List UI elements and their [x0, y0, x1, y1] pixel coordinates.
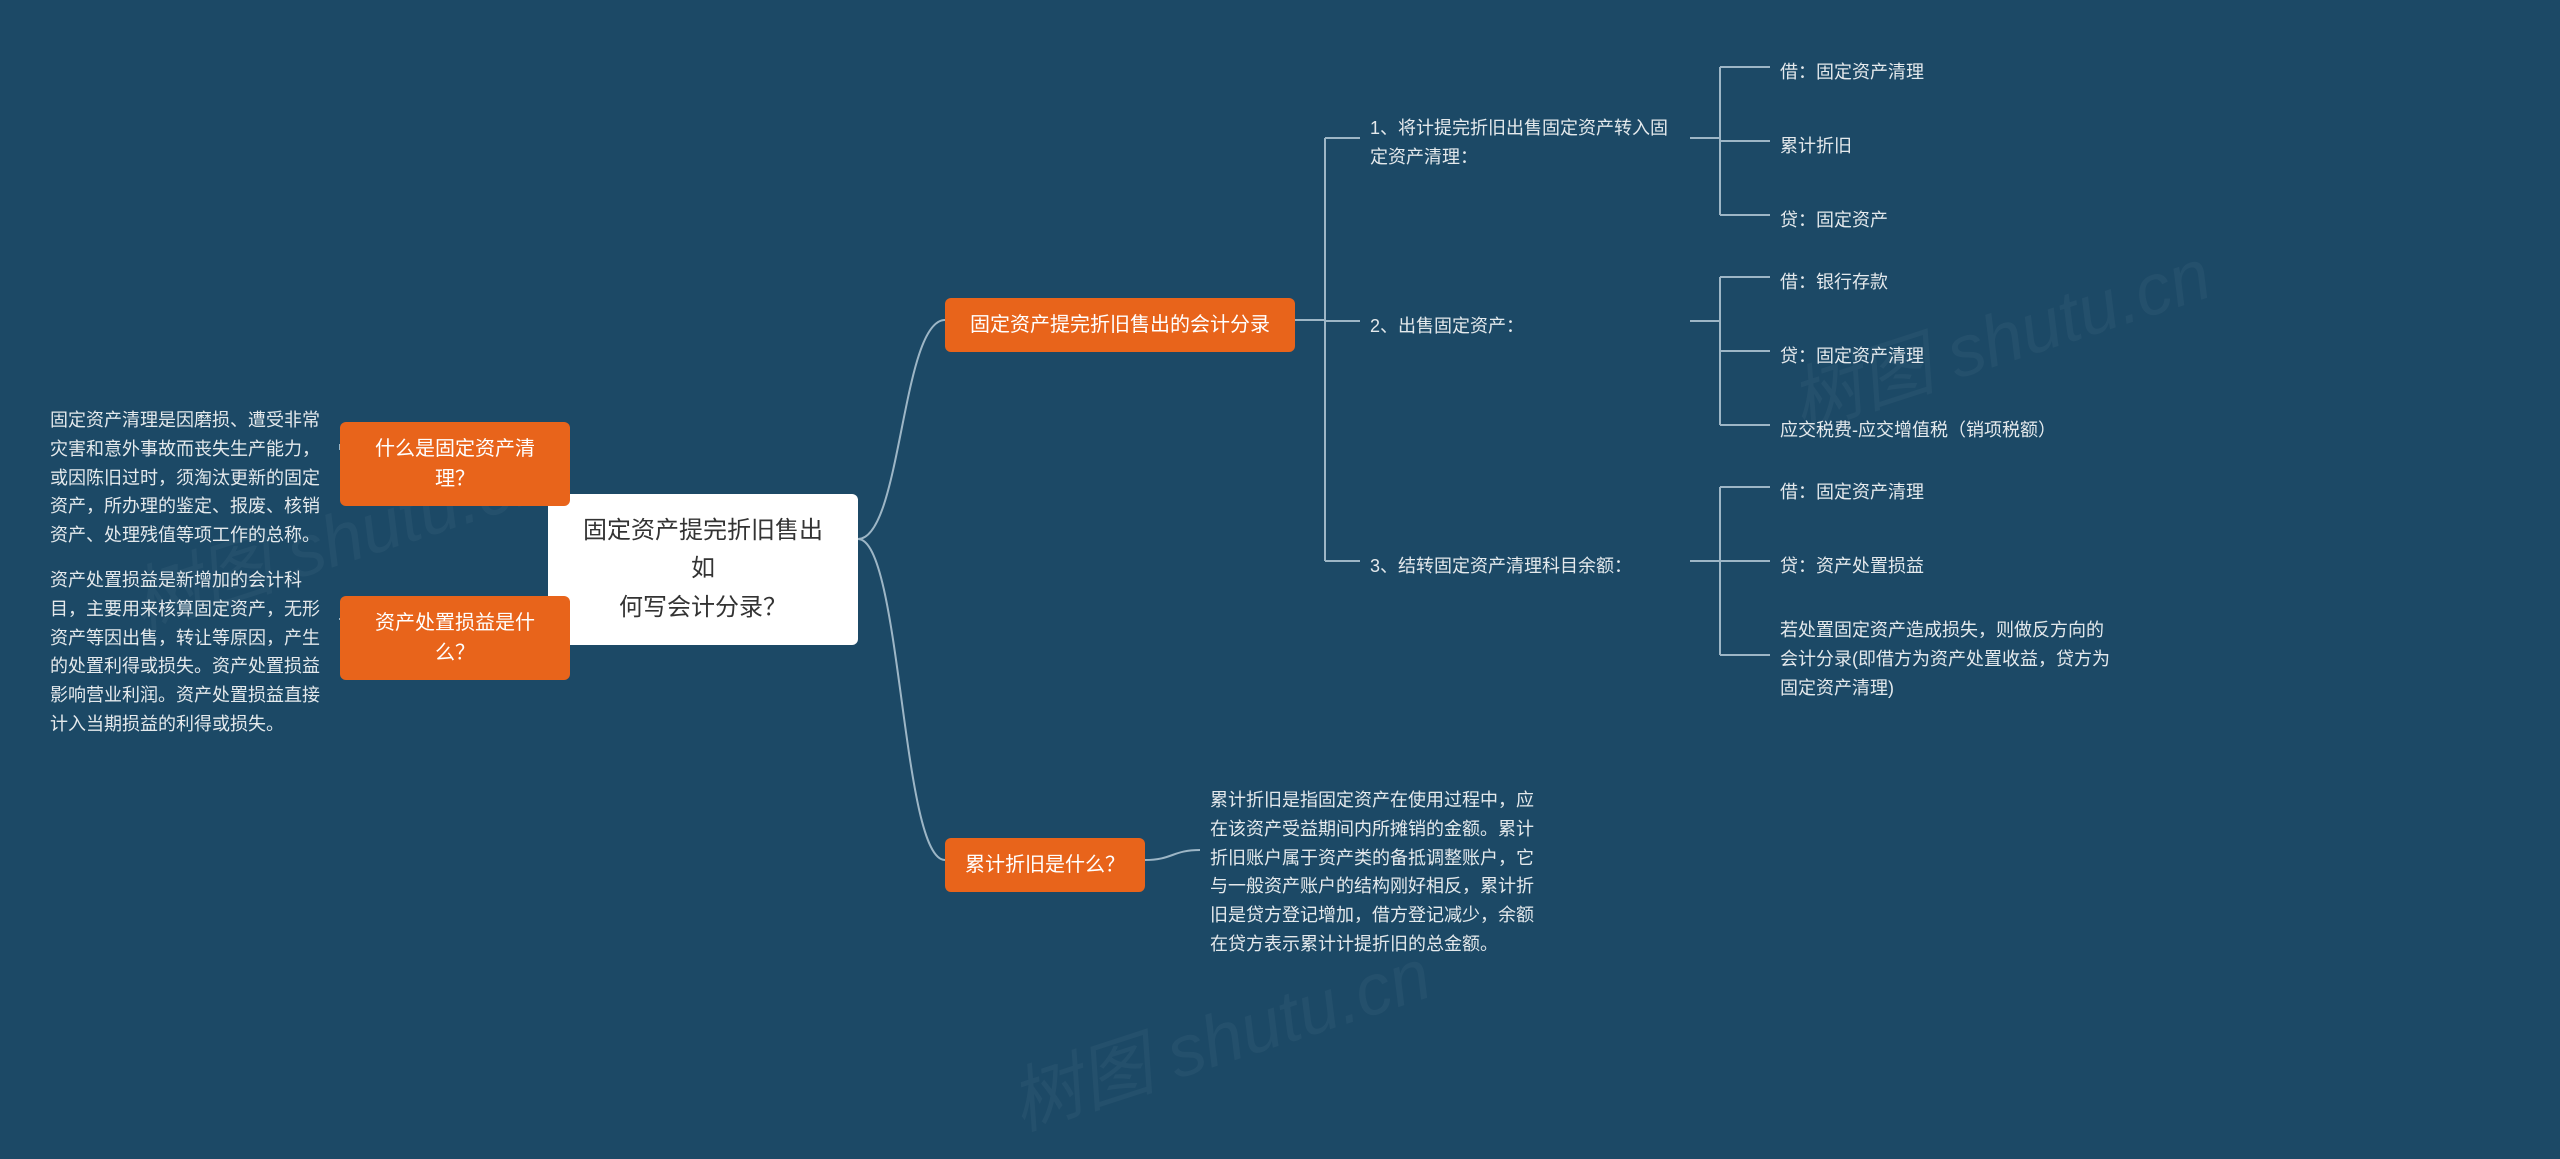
entry-leaf: 借：固定资产清理: [1770, 52, 1990, 93]
right-branch-node[interactable]: 累计折旧是什么？: [945, 838, 1145, 892]
entry-leaf: 应交税费-应交增值税（销项税额）: [1770, 410, 2110, 451]
sub-node: 1、将计提完折旧出售固定资产转入固定资产清理：: [1360, 108, 1690, 178]
right-branch-node[interactable]: 固定资产提完折旧售出的会计分录: [945, 298, 1295, 352]
left-leaf-node: 资产处置损益是新增加的会计科目，主要用来核算固定资产，无形资产等因出售，转让等原…: [40, 560, 340, 745]
entry-leaf: 借：银行存款: [1770, 262, 2070, 303]
sub-node: 2、出售固定资产：: [1360, 306, 1690, 347]
entry-leaf: 借：固定资产清理: [1770, 472, 1990, 513]
entry-leaf: 贷：固定资产: [1770, 200, 1990, 241]
entry-leaf: 贷：固定资产清理: [1770, 336, 2070, 377]
entry-leaf: 贷：资产处置损益: [1770, 546, 1990, 587]
root-node[interactable]: 固定资产提完折旧售出如何写会计分录？: [548, 494, 858, 645]
entry-leaf: 累计折旧: [1770, 126, 1990, 167]
left-branch-node[interactable]: 资产处置损益是什么？: [340, 596, 570, 680]
entry-leaf: 若处置固定资产造成损失，则做反方向的会计分录(即借方为资产处置收益，贷方为固定资…: [1770, 610, 2130, 708]
sub-node: 3、结转固定资产清理科目余额：: [1360, 546, 1690, 587]
connector-layer: [0, 0, 2560, 1159]
left-leaf-node: 固定资产清理是因磨损、遭受非常灾害和意外事故而丧失生产能力，或因陈旧过时，须淘汰…: [40, 400, 340, 556]
left-branch-node[interactable]: 什么是固定资产清理？: [340, 422, 570, 506]
right-leaf-node: 累计折旧是指固定资产在使用过程中，应在该资产受益期间内所摊销的金额。累计折旧账户…: [1200, 780, 1560, 965]
